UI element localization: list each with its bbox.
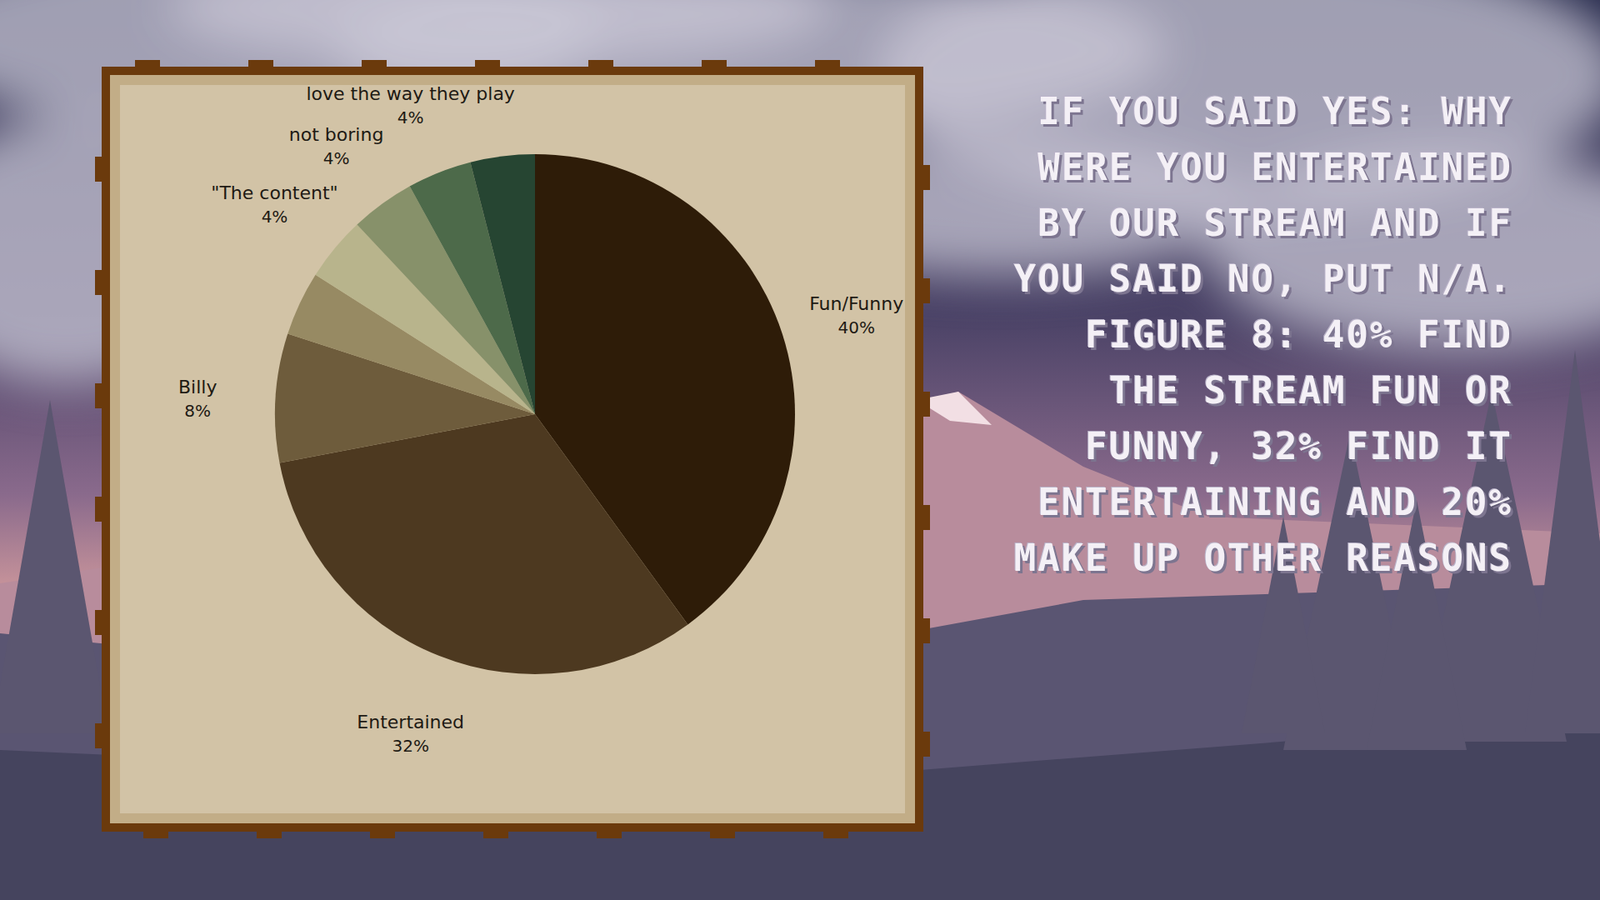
slice-label: Billy	[178, 376, 217, 398]
notch	[95, 383, 104, 409]
slice-label: love the way they play	[305, 83, 515, 105]
notch	[256, 830, 282, 839]
notch	[95, 156, 104, 182]
tree	[0, 400, 109, 734]
slice-label: "The content"	[210, 182, 338, 204]
parchment	[120, 85, 905, 814]
notch	[370, 830, 395, 839]
value-label: 4%	[397, 107, 425, 128]
cloud	[166, 0, 834, 67]
notch	[588, 60, 614, 69]
notch	[921, 278, 930, 304]
notch	[815, 60, 840, 69]
caption: IF YOU SAID YES: WHY WERE YOU ENTERTAINE…	[1012, 83, 1513, 586]
notch	[143, 830, 169, 839]
notch	[823, 830, 849, 839]
notch	[135, 60, 160, 69]
value-label: 32%	[391, 735, 429, 756]
value-label: 4%	[323, 148, 350, 169]
slice	[470, 154, 535, 415]
notch	[248, 60, 274, 69]
slice	[280, 414, 689, 675]
notch	[921, 165, 930, 190]
notch	[921, 505, 930, 530]
notch	[95, 270, 104, 295]
value-label: 8%	[184, 400, 211, 421]
notch	[483, 830, 509, 839]
value-label: 4%	[261, 206, 289, 227]
notch	[596, 830, 622, 839]
slice-label: not boring	[289, 124, 385, 145]
notch	[921, 391, 930, 417]
notch	[921, 731, 930, 757]
slice-label: Entertained	[356, 711, 465, 733]
frame-notches	[95, 60, 930, 839]
pie	[275, 154, 795, 675]
labels: Fun/Funny40% Entertained32% Billy8% "The co…	[178, 83, 904, 756]
notch	[710, 830, 735, 839]
frame-outer	[101, 66, 924, 832]
value-label: 40%	[837, 317, 875, 338]
frame-inner	[110, 75, 915, 824]
notch	[701, 60, 727, 69]
notch	[361, 60, 387, 69]
notch	[921, 618, 930, 644]
snow	[916, 391, 992, 425]
notch	[95, 723, 104, 749]
slice-label: Fun/Funny	[809, 293, 904, 315]
notch	[475, 60, 500, 69]
notch	[95, 496, 104, 522]
notch	[95, 610, 104, 635]
tree	[1525, 350, 1600, 734]
